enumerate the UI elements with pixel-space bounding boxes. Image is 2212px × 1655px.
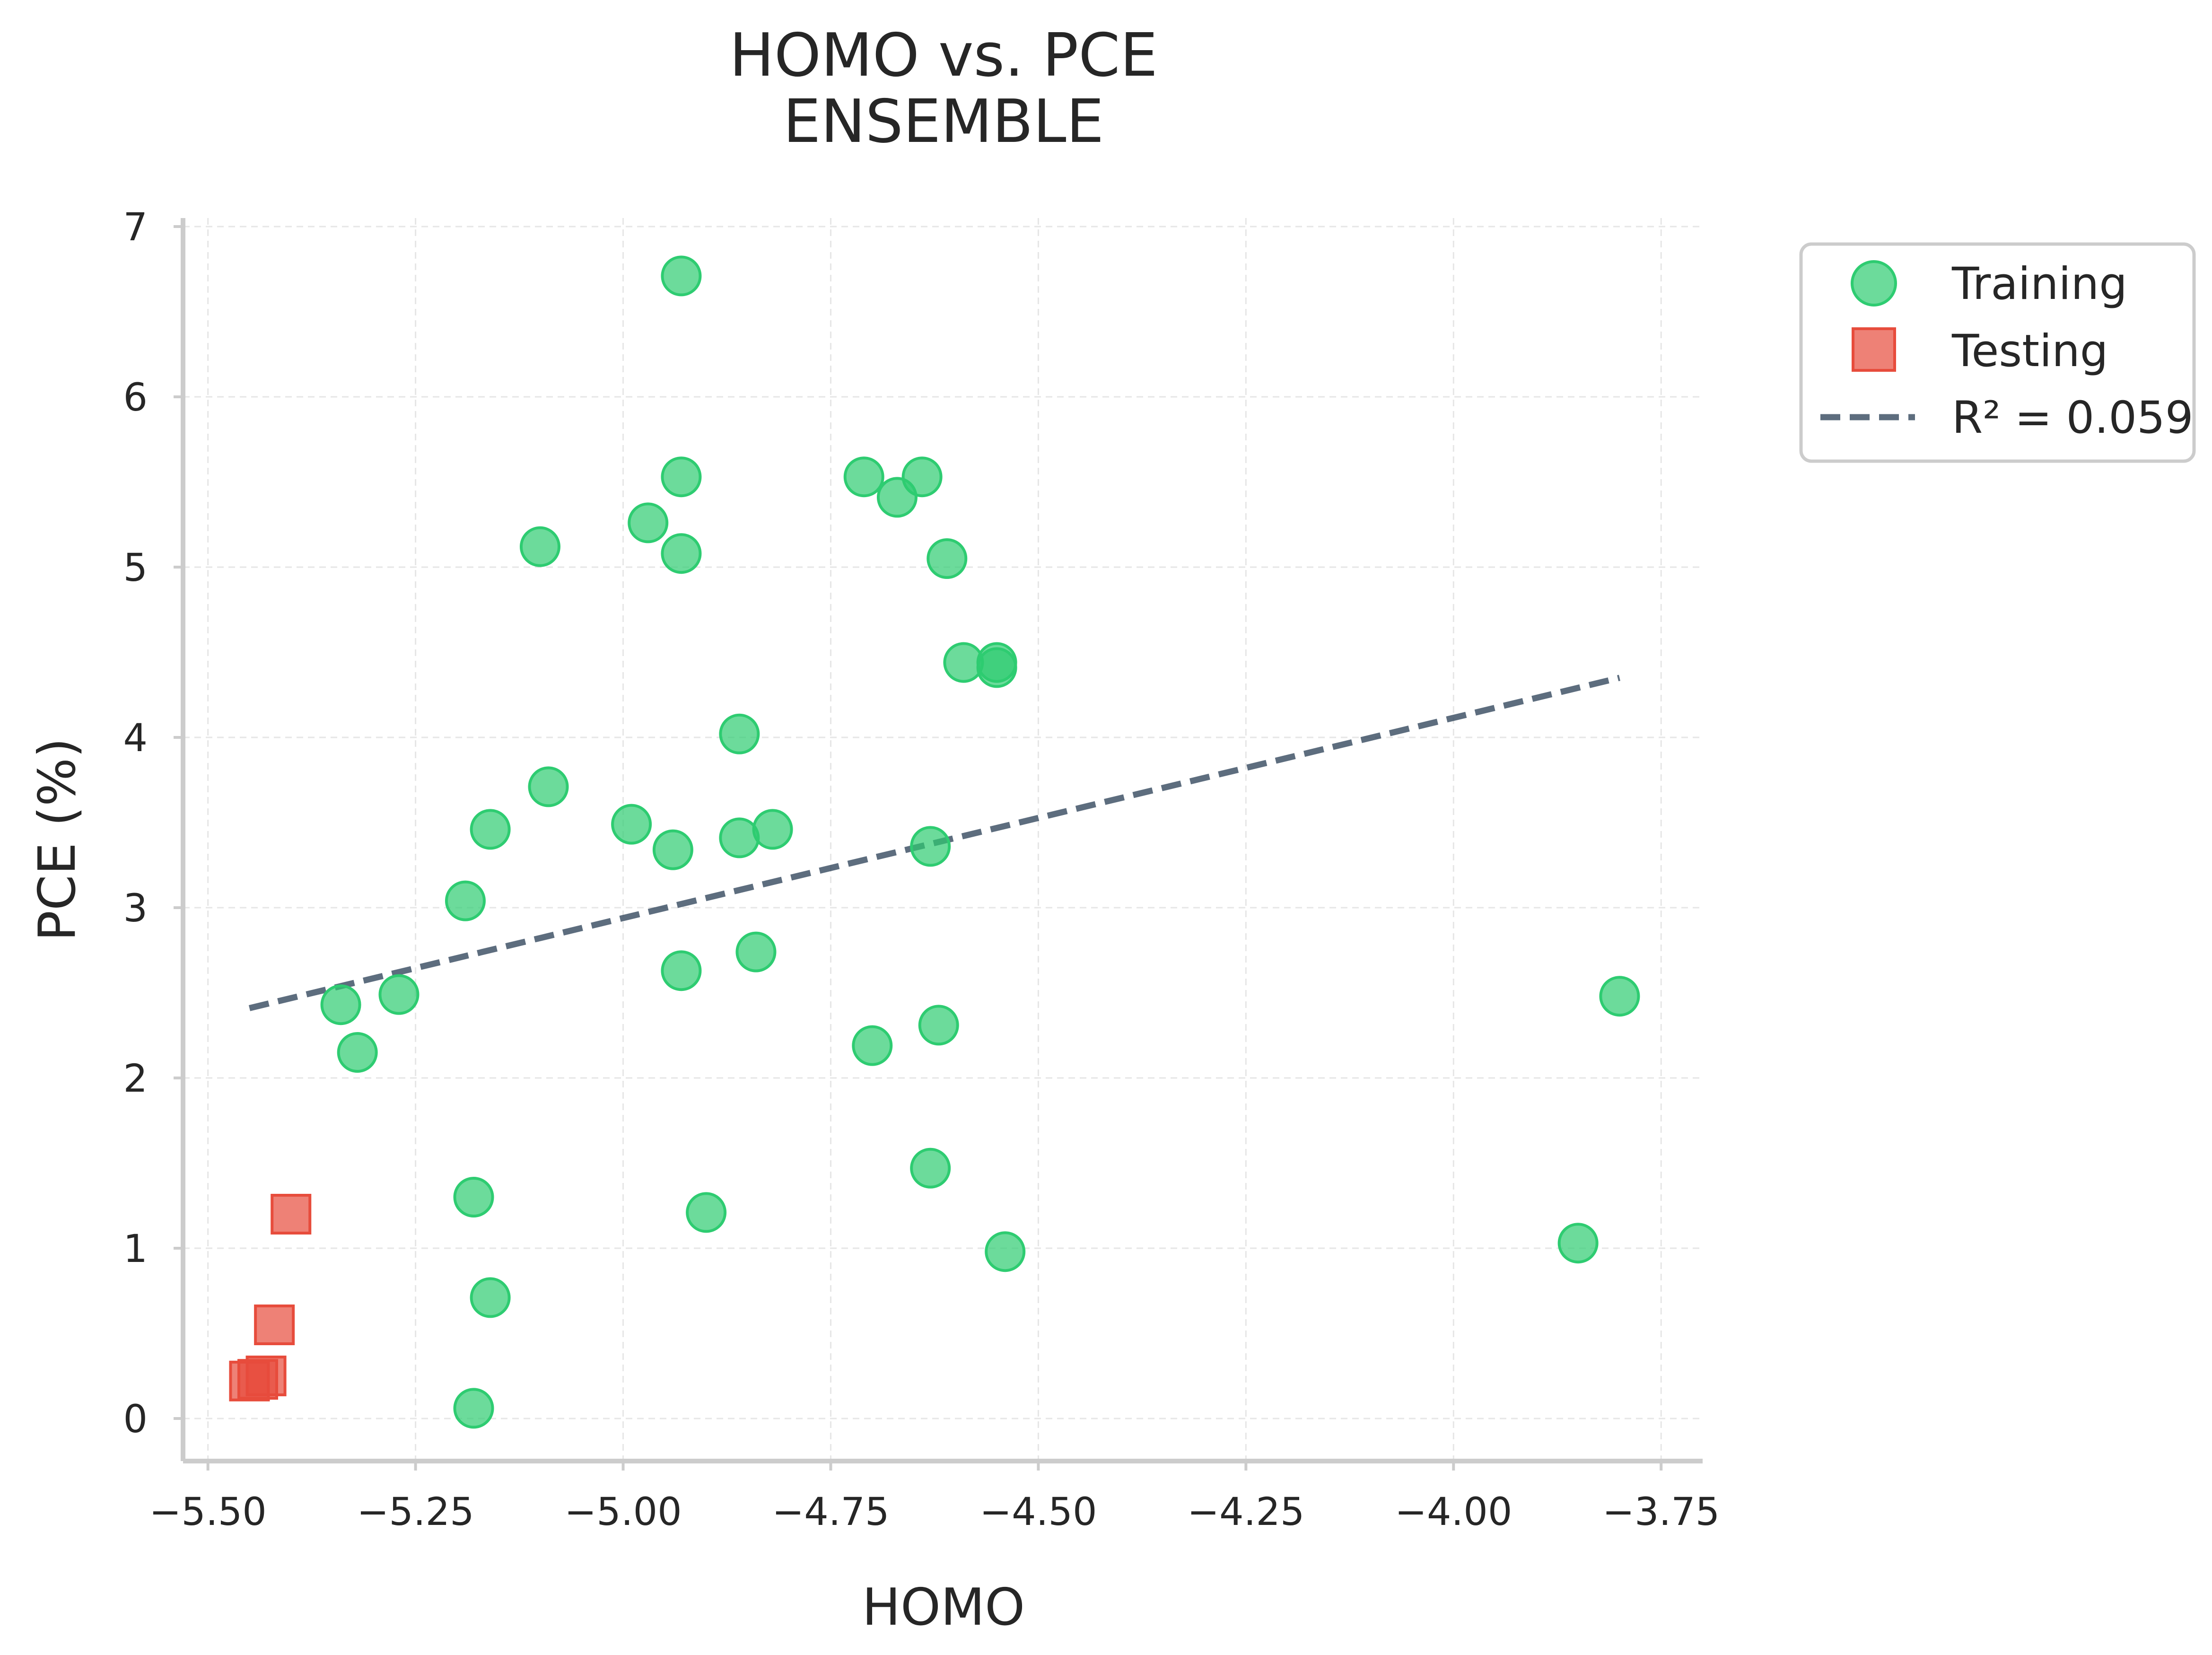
training-point [519,526,560,567]
testing-point [271,1194,312,1235]
training-point [661,533,702,574]
training-point [910,826,951,867]
training-point [661,456,702,498]
training-point [445,880,486,921]
training-point [686,1192,727,1233]
chart-title: HOMO vs. PCE ENSEMBLE [729,20,1158,156]
training-point [628,502,669,543]
training-point [752,809,793,850]
training-point [528,766,569,807]
x-tick-label: −5.00 [564,1490,682,1534]
training-point [910,1147,951,1189]
y-tick-label: 3 [123,886,148,931]
training-point [611,804,652,845]
chart-title-line-2: ENSEMBLE [783,87,1104,156]
training-point [876,477,918,518]
y-axis-label: PCE (%) [28,738,87,941]
testing-point [254,1305,295,1345]
training-point [378,974,420,1015]
training-point [453,1177,494,1217]
y-tick-label: 4 [123,716,148,761]
y-tick-label: 7 [123,205,148,250]
x-tick-label: −5.50 [149,1490,267,1534]
training-point [337,1032,378,1073]
training-point [470,1277,511,1318]
x-tick-label: −3.75 [1602,1490,1720,1534]
training-point [927,538,968,579]
x-tick-label: −4.75 [772,1490,889,1534]
training-point [852,1025,893,1066]
y-tick-label: 1 [123,1227,148,1271]
x-tick-label: −4.00 [1395,1490,1512,1534]
training-point [719,713,760,754]
training-point [985,1231,1026,1272]
training-point [453,1388,494,1429]
training-point [735,931,777,972]
training-point [1599,976,1640,1017]
training-point [652,829,693,870]
legend-fit-label: R² = 0.059 [1952,392,2194,444]
training-point [320,984,361,1025]
y-tick-label: 5 [123,546,148,590]
training-point [661,255,702,297]
y-ticks: 0 1 2 3 4 5 6 7 [123,205,183,1442]
legend-frame [1799,242,2196,463]
x-tick-label: −4.50 [979,1490,1097,1534]
training-point [1557,1223,1599,1264]
y-tick-label: 6 [123,376,148,420]
points-layer [229,255,1640,1429]
y-tick-label: 2 [123,1057,148,1101]
grid [183,218,1703,1461]
x-tick-label: −5.25 [357,1490,474,1534]
legend: Training Testing R² = 0.059 [1799,242,2196,463]
legend-training-marker [1851,260,1897,306]
training-point [976,647,1017,688]
testing-point [237,1359,279,1400]
legend-testing-marker [1852,327,1896,372]
x-axis-label: HOMO [862,1578,1025,1637]
training-point [719,817,760,858]
training-point [661,950,702,991]
training-point [470,809,511,850]
legend-training-label: Training [1951,258,2127,310]
legend-testing-label: Testing [1951,325,2108,377]
x-ticks: −5.50 −5.25 −5.00 −4.75 −4.50 −4.25 −4.00 −3.75 [149,1461,1720,1534]
training-point [918,1005,959,1046]
y-tick-label: 0 [123,1397,148,1442]
x-tick-label: −4.25 [1187,1490,1304,1534]
chart-title-line-1: HOMO vs. PCE [729,20,1158,90]
training-point [843,456,884,498]
